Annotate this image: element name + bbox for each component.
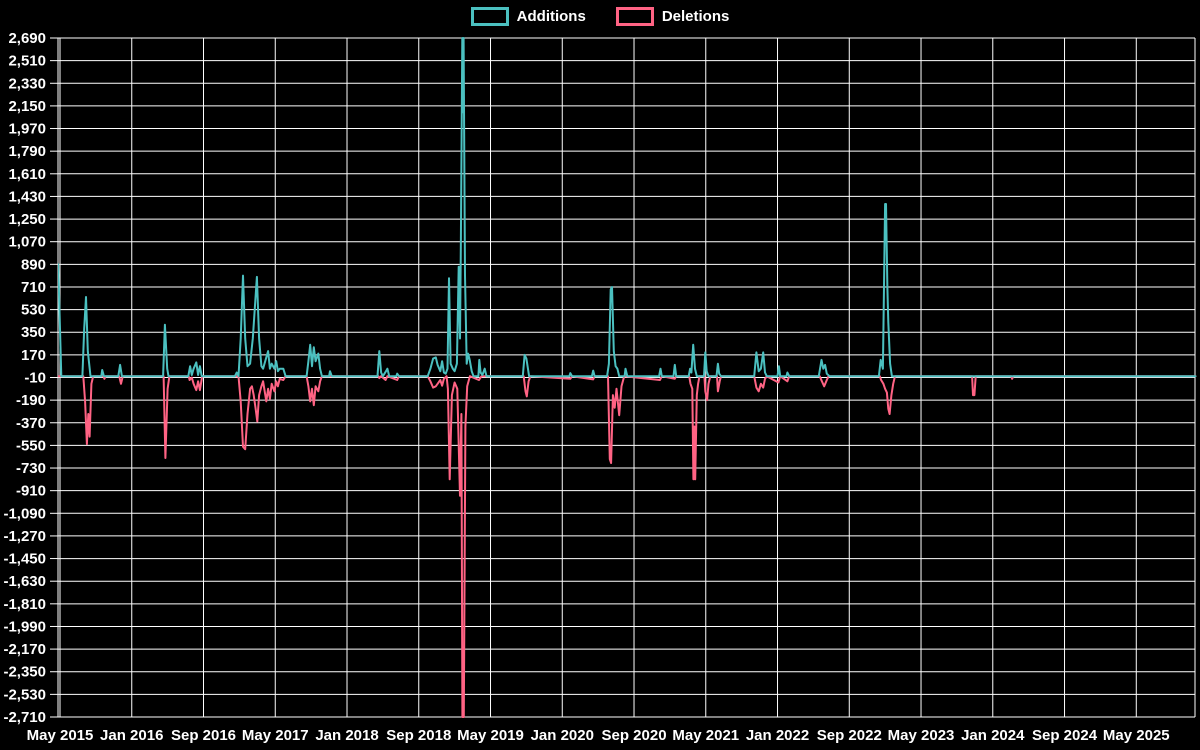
y-tick-label: -1,810 <box>3 596 46 613</box>
y-tick-label: 710 <box>21 279 46 296</box>
y-tick-label: -2,350 <box>3 664 46 681</box>
y-tick-label: -550 <box>16 437 46 454</box>
y-tick-label: -370 <box>16 415 46 432</box>
additions-line <box>58 37 1197 378</box>
x-tick-label: Jan 2020 <box>531 727 594 744</box>
legend-item-additions[interactable]: Additions <box>470 7 586 26</box>
additions-swatch-icon <box>470 7 509 26</box>
y-tick-label: 1,610 <box>8 166 46 183</box>
y-tick-label: 2,150 <box>8 98 46 115</box>
x-tick-label: May 2025 <box>1103 727 1170 744</box>
chart-legend: Additions Deletions <box>0 7 1200 26</box>
y-tick-label: 1,790 <box>8 143 46 160</box>
y-tick-label: 2,510 <box>8 53 46 70</box>
deletions-swatch-icon <box>615 7 654 26</box>
y-tick-label: 1,430 <box>8 188 46 205</box>
y-tick-label: -1,270 <box>3 528 46 545</box>
y-tick-label: 1,970 <box>8 121 46 138</box>
y-tick-label: 170 <box>21 347 46 364</box>
y-tick-label: -1,450 <box>3 551 46 568</box>
x-tick-label: Jan 2016 <box>100 727 163 744</box>
y-tick-label: -10 <box>24 370 46 387</box>
legend-label-deletions: Deletions <box>661 8 730 25</box>
x-tick-label: Jan 2024 <box>961 727 1025 744</box>
x-tick-label: Jan 2022 <box>746 727 809 744</box>
x-axis-tick-labels: May 2015 Jan 2016 Sep 2016 May 2017 Jan 2018… <box>27 727 1170 744</box>
legend-item-deletions[interactable]: Deletions <box>615 7 730 26</box>
y-tick-label: -1,090 <box>3 505 46 522</box>
x-tick-label: May 2021 <box>672 727 739 744</box>
y-tick-label: -190 <box>16 392 46 409</box>
x-tick-label: Sep 2024 <box>1032 727 1098 744</box>
y-tick-label: -910 <box>16 483 46 500</box>
x-tick-label: May 2017 <box>242 727 309 744</box>
y-tick-label: 890 <box>21 256 46 273</box>
y-tick-label: 2,690 <box>8 30 46 47</box>
legend-label-additions: Additions <box>516 8 586 25</box>
x-tick-label: May 2015 <box>27 727 94 744</box>
y-tick-label: -2,710 <box>3 709 46 726</box>
x-tick-label: Jan 2018 <box>315 727 378 744</box>
y-tick-label: 350 <box>21 324 46 341</box>
x-tick-label: May 2023 <box>888 727 955 744</box>
y-tick-label: 2,330 <box>8 75 46 92</box>
y-tick-label: -730 <box>16 460 46 477</box>
x-tick-label: Sep 2020 <box>601 727 666 744</box>
y-axis-tick-labels: 2,690 2,510 2,330 2,150 1,970 1,790 1,610 1,430… <box>3 30 46 726</box>
x-tick-label: Sep 2022 <box>817 727 882 744</box>
y-tick-label: 1,070 <box>8 234 46 251</box>
x-tick-label: May 2019 <box>457 727 524 744</box>
y-tick-label: -1,990 <box>3 618 46 635</box>
grid-lines <box>50 37 1196 718</box>
x-tick-label: Sep 2016 <box>171 727 236 744</box>
deletions-line <box>58 375 1197 718</box>
y-tick-label: -2,170 <box>3 641 46 658</box>
y-tick-label: 530 <box>21 302 46 319</box>
y-tick-label: -1,630 <box>3 573 46 590</box>
x-tick-label: Sep 2018 <box>386 727 451 744</box>
y-tick-label: -2,530 <box>3 686 46 703</box>
y-tick-label: 1,250 <box>8 211 46 228</box>
